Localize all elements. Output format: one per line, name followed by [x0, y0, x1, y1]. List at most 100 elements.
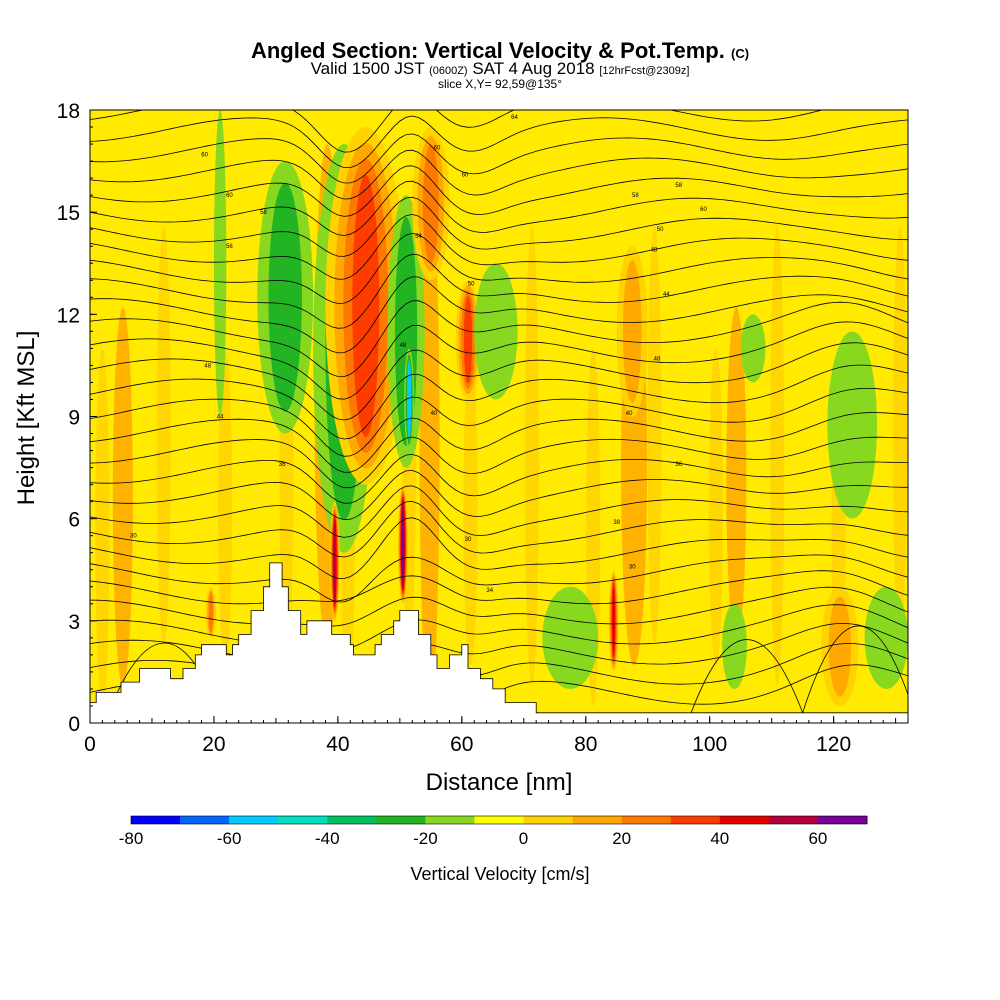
isentrope-line: [90, 232, 908, 304]
subtitle-date: SAT 4 Aug 2018: [472, 59, 594, 78]
velocity-band: [770, 225, 785, 686]
updraft-cell: [463, 296, 473, 384]
contour-label: 54: [415, 234, 422, 240]
y-tick-label: 18: [57, 100, 80, 123]
x-axis-label: Distance [nm]: [426, 769, 573, 796]
colorbar-swatch: [621, 816, 672, 824]
contour-label: 64: [511, 115, 518, 121]
y-tick-label: 15: [57, 202, 80, 225]
chart-subtitle: Valid 1500 JST (0600Z) SAT 4 Aug 2018 [1…: [311, 59, 690, 78]
contour-label: 58: [675, 183, 682, 189]
colorbar-swatch: [768, 816, 819, 824]
velocity-cells: [205, 110, 908, 706]
contour-label: 36: [279, 462, 286, 468]
velocity-band: [218, 348, 233, 666]
isentrope-dome: [690, 639, 804, 713]
isentrope-line: [90, 110, 824, 153]
isentrope-line: [90, 300, 908, 378]
colorbar-swatch: [719, 816, 770, 824]
contour-label: 48: [651, 248, 658, 254]
velocity-band: [463, 348, 478, 666]
contour-label: 60: [700, 207, 707, 213]
contour-label: 48: [400, 343, 407, 349]
downdraft-cell: [213, 110, 227, 417]
downdraft-cell: [268, 182, 302, 412]
terrain: [90, 562, 908, 723]
isentrope-line: [90, 412, 908, 473]
contour-label: 50: [657, 227, 664, 233]
contour-label: 58: [260, 210, 267, 216]
x-tick-label: 0: [84, 733, 96, 756]
x-tick-label: 20: [202, 733, 225, 756]
isentrope-line: [90, 253, 908, 329]
x-tick-label: 80: [574, 733, 597, 756]
y-tick-label: 3: [68, 611, 80, 634]
colorbar-swatch: [670, 816, 721, 824]
updraft-cell: [612, 584, 616, 658]
isentrope-line: [90, 342, 908, 421]
colorbar-swatch: [327, 816, 377, 824]
isentrope-line: [90, 500, 908, 558]
contour-label: 56: [226, 244, 233, 250]
x-tick-label: 40: [326, 733, 349, 756]
colorbar: -80 -60 -40 -20 0 20 40 60: [119, 815, 868, 848]
contour-label: 58: [632, 193, 639, 199]
colorbar-swatch: [817, 816, 868, 824]
y-tick-label: 0: [68, 713, 80, 736]
y-tick-label: 6: [68, 509, 80, 532]
colorbar-swatch: [425, 816, 475, 824]
x-tick-label: 60: [450, 733, 473, 756]
colorbar-title: Vertical Velocity [cm/s]: [410, 864, 589, 884]
downdraft-cell: [827, 331, 878, 519]
contour-label: 60: [226, 193, 233, 199]
updraft-cell: [352, 174, 380, 437]
contour-label: 34: [486, 588, 493, 594]
downdraft-cell: [864, 586, 908, 689]
colorbar-label: -80: [119, 829, 144, 848]
updraft-cell: [422, 144, 439, 263]
isentrope-line: [90, 388, 908, 457]
colorbar-swatch: [474, 816, 525, 824]
contour-label: 40: [626, 411, 633, 417]
chart-title-text: Angled Section: Vertical Velocity & Pot.…: [251, 38, 725, 63]
contour-label: 44: [217, 415, 224, 421]
downdraft-cell: [407, 360, 412, 439]
colorbar-label: 60: [808, 829, 827, 848]
isentrope-line: [90, 485, 908, 538]
updraft-cell: [828, 596, 851, 697]
potential-temperature-contours: [90, 110, 908, 716]
colorbar-swatch: [376, 816, 426, 824]
downdraft-cell: [740, 314, 766, 383]
velocity-band: [726, 307, 747, 645]
subtitle-forecast: [12hrFcst@2309z]: [599, 65, 689, 77]
colorbar-swatch: [523, 816, 574, 824]
isentrope-line: [90, 196, 908, 257]
updraft-cell: [622, 259, 642, 403]
updraft-cell: [401, 503, 404, 585]
colorbar-label: -20: [413, 829, 438, 848]
isentrope-line: [90, 517, 908, 579]
colorbar-swatch: [278, 816, 328, 824]
contour-label: 40: [431, 411, 438, 417]
colorbar-label: -60: [217, 829, 242, 848]
colorbar-swatch: [131, 816, 181, 824]
velocity-band: [647, 225, 662, 645]
contour-label: 50: [468, 282, 475, 288]
colorbar-swatch: [229, 816, 279, 824]
contour-label: 44: [663, 292, 670, 298]
isentrope-line: [90, 149, 908, 200]
x-tick-label: 100: [692, 733, 727, 756]
contour-label: 38: [613, 520, 620, 526]
colorbar-label: 0: [519, 829, 528, 848]
updraft-cell: [208, 592, 213, 633]
isentrope-line: [90, 554, 908, 603]
velocity-band: [112, 307, 133, 686]
isentrope-line: [90, 213, 908, 280]
isentrope-line: [90, 165, 908, 217]
isentrope-line: [90, 453, 908, 504]
isentrope-line: [90, 469, 908, 521]
isentrope-line: [90, 604, 908, 651]
subtitle-valid: Valid 1500 JST: [311, 59, 425, 78]
colorbar-swatch: [572, 816, 623, 824]
